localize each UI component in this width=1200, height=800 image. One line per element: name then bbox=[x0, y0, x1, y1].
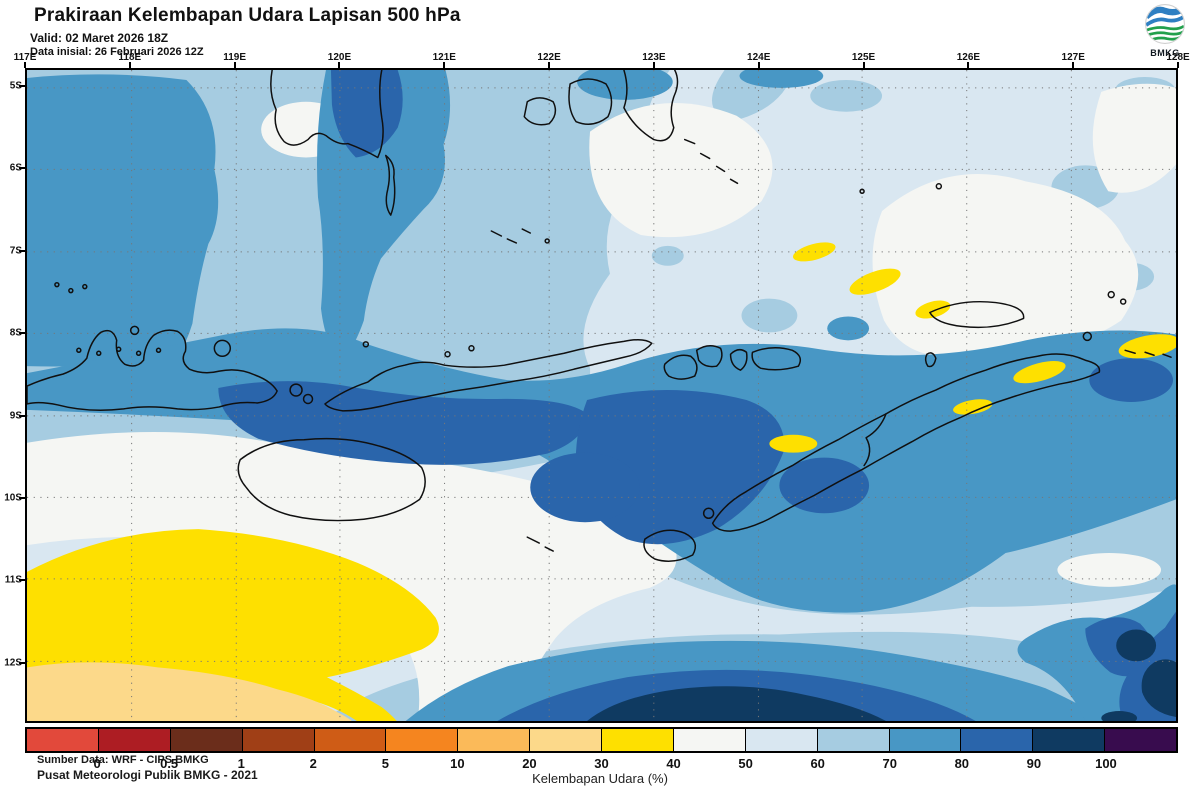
lat-tick-7S bbox=[19, 249, 25, 252]
colorbar-cell-0 bbox=[27, 729, 99, 751]
lon-tick-122E bbox=[548, 62, 551, 68]
colorbar-cell-15 bbox=[1105, 729, 1176, 751]
map-canvas: Sumber Data: WRF - CIPS BMKG Pusat Meteo… bbox=[25, 68, 1178, 782]
colorbar-cell-5 bbox=[386, 729, 459, 751]
lon-label-120E: 120E bbox=[327, 52, 352, 63]
colorbar-cell-4 bbox=[314, 729, 387, 751]
colorbar-tick-70: 70 bbox=[882, 756, 897, 771]
lon-tick-117E bbox=[24, 62, 26, 68]
colorbar-tick-0.5: 0.5 bbox=[160, 756, 179, 771]
source-org-line: Pusat Meteorologi Publik BMKG - 2021 bbox=[37, 768, 258, 782]
valid-time-label: Valid: 02 Maret 2026 18Z bbox=[30, 31, 169, 45]
lat-label-11S: 11S bbox=[4, 574, 22, 586]
lat-label-12S: 12S bbox=[4, 657, 22, 669]
lon-label-122E: 122E bbox=[537, 52, 561, 63]
colorbar-cell-11 bbox=[817, 729, 890, 751]
lat-label-6S: 6S bbox=[9, 162, 22, 174]
lon-label-119E: 119E bbox=[223, 52, 247, 63]
humidity-colorbar bbox=[25, 727, 1178, 753]
bmkg-logo: BMKG bbox=[1141, 3, 1189, 58]
lat-tick-10S bbox=[19, 497, 25, 499]
colorbar-tick-0: 0 bbox=[93, 756, 101, 771]
lat-label-5S: 5S bbox=[9, 80, 22, 92]
colorbar-tick-40: 40 bbox=[666, 756, 681, 771]
colorbar-cell-7 bbox=[530, 729, 602, 751]
lon-tick-123E bbox=[652, 62, 655, 68]
lat-tick-9S bbox=[19, 414, 25, 417]
lon-label-118E: 118E bbox=[118, 52, 142, 63]
lon-tick-127E bbox=[1072, 62, 1075, 68]
lat-label-8S: 8S bbox=[9, 327, 22, 339]
colorbar-cell-2 bbox=[170, 729, 243, 751]
lon-label-123E: 123E bbox=[642, 52, 666, 63]
lat-tick-8S bbox=[19, 332, 25, 335]
colorbar-cell-3 bbox=[242, 729, 315, 751]
lon-label-117E: 117E bbox=[13, 52, 37, 63]
init-time-label: Data inisial: 26 Februari 2026 12Z bbox=[30, 46, 204, 58]
field-20-30 bbox=[27, 662, 352, 721]
field-90-100 bbox=[587, 629, 1176, 721]
lon-label-126E: 126E bbox=[956, 52, 981, 63]
page-title: Prakiraan Kelembapan Udara Lapisan 500 h… bbox=[34, 5, 461, 26]
lat-label-7S: 7S bbox=[9, 245, 22, 257]
bmkg-logo-icon bbox=[1145, 4, 1185, 44]
gridlines bbox=[27, 70, 1176, 721]
bmkg-logo-label: BMKG bbox=[1150, 48, 1180, 58]
colorbar-cell-10 bbox=[745, 729, 818, 751]
lat-tick-11S bbox=[19, 579, 25, 582]
colorbar-cell-13 bbox=[961, 729, 1034, 751]
colorbar-tick-60: 60 bbox=[810, 756, 825, 771]
lat-tick-6S bbox=[19, 167, 25, 170]
lat-tick-12S bbox=[19, 661, 25, 664]
colorbar-tick-50: 50 bbox=[738, 756, 753, 771]
colorbar-cell-8 bbox=[602, 729, 674, 751]
colorbar-tick-10: 10 bbox=[450, 756, 465, 771]
colorbar-cell-1 bbox=[98, 729, 171, 751]
lon-tick-120E bbox=[338, 62, 341, 68]
colorbar-tick-5: 5 bbox=[381, 756, 389, 771]
lon-tick-125E bbox=[862, 62, 865, 68]
lon-label-128E: 128E bbox=[1166, 52, 1190, 63]
lon-tick-118E bbox=[128, 62, 131, 68]
colorbar-tick-20: 20 bbox=[522, 756, 537, 771]
lon-tick-119E bbox=[233, 62, 236, 68]
colorbar-cell-14 bbox=[1033, 729, 1106, 751]
lon-label-127E: 127E bbox=[1061, 52, 1085, 63]
colorbar-tick-2: 2 bbox=[309, 756, 317, 771]
lon-tick-128E bbox=[1177, 62, 1180, 68]
lon-tick-124E bbox=[757, 62, 760, 68]
lat-label-9S: 9S bbox=[9, 410, 22, 422]
colorbar-tick-80: 80 bbox=[954, 756, 970, 771]
lon-label-121E: 121E bbox=[432, 52, 456, 63]
lon-tick-126E bbox=[967, 62, 970, 68]
colorbar-caption: Kelembapan Udara (%) bbox=[532, 771, 668, 786]
colorbar-cell-6 bbox=[458, 729, 531, 751]
colorbar-cell-9 bbox=[673, 729, 746, 751]
lon-tick-121E bbox=[443, 62, 446, 68]
coastlines bbox=[27, 70, 1172, 562]
humidity-field-svg bbox=[27, 70, 1176, 721]
lon-label-124E: 124E bbox=[747, 52, 771, 63]
lon-label-125E: 125E bbox=[851, 52, 876, 63]
colorbar-tick-30: 30 bbox=[594, 756, 609, 771]
colorbar-tick-100: 100 bbox=[1095, 756, 1117, 771]
colorbar-tick-1: 1 bbox=[237, 756, 245, 771]
colorbar-tick-90: 90 bbox=[1026, 756, 1042, 771]
colorbar-cell-12 bbox=[889, 729, 962, 751]
lat-label-10S: 10S bbox=[4, 492, 22, 504]
source-data-line: Sumber Data: WRF - CIPS BMKG bbox=[37, 754, 209, 766]
lat-tick-5S bbox=[19, 85, 25, 87]
